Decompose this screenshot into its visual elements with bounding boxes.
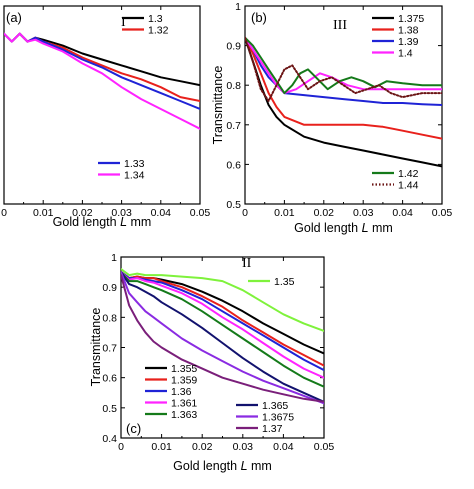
- series-line-1-38: [245, 36, 442, 140]
- legend-label: 1.34: [124, 170, 145, 182]
- legend-label: 1.35: [274, 276, 295, 288]
- series-line-1-34: [4, 32, 200, 130]
- y-tick-label: 0.8: [226, 80, 241, 92]
- x-tick-label: 0.05: [314, 441, 335, 453]
- y-tick-label: 0.8: [102, 312, 117, 324]
- y-tick-label: 0.9: [226, 41, 241, 53]
- panel-letter: (b): [251, 10, 267, 25]
- x-tick-label: 0.01: [33, 207, 54, 219]
- y-axis-title: Transmittance: [211, 66, 225, 145]
- x-tick-label: 0: [118, 441, 124, 453]
- series-line-1-4: [245, 36, 442, 95]
- series-line-1-42: [245, 36, 442, 95]
- series-line-1-37: [121, 274, 324, 403]
- series-line-1-44: [245, 36, 442, 102]
- x-tick-label: 0.03: [353, 207, 374, 219]
- series-line-1-3: [4, 32, 200, 87]
- legend-label: 1.3: [148, 13, 163, 25]
- y-axis-title: Transmittance: [89, 308, 103, 387]
- legend-label: 1.361: [171, 398, 197, 410]
- y-tick-label: 0.4: [102, 433, 117, 445]
- legend-label: 1.3675: [262, 412, 294, 424]
- x-tick-label: 0.04: [151, 207, 172, 219]
- y-tick-label: 1: [111, 252, 117, 264]
- y-tick-label: 0.9: [102, 282, 117, 294]
- x-tick-label: 0.02: [72, 207, 93, 219]
- legend-label: 1.355: [171, 363, 197, 375]
- x-tick-label: 0: [1, 207, 7, 219]
- y-tick-label: 0.6: [226, 159, 241, 171]
- legend-label: 1.37: [262, 423, 283, 435]
- legend-label: 1.33: [124, 158, 145, 170]
- panel-numeral: I: [121, 15, 126, 30]
- y-tick-label: 1: [235, 1, 241, 13]
- legend-label: 1.363: [171, 409, 197, 421]
- chart-panel-0: 0 0.01 0.02 0.03 0.04 0.05 Gold length L mm (a)…: [1, 5, 211, 229]
- series-line-1-361: [121, 271, 324, 379]
- series-line-1-363: [121, 271, 324, 388]
- series-line-1-33: [4, 32, 200, 110]
- legend-label: 1.375: [398, 13, 424, 25]
- series-line-1-39: [245, 36, 442, 106]
- x-tick-label: 0.01: [274, 207, 295, 219]
- panel-letter: (a): [6, 10, 22, 25]
- x-axis-title: Gold length L mm: [294, 221, 393, 235]
- chart-panel-2: 0 0.01 0.02 0.03 0.04 0.05 0.4 0.5 0.6 0.7 0.8 0.9 1…: [89, 252, 334, 473]
- legend-label: 1.359: [171, 375, 197, 387]
- y-tick-label: 0.5: [226, 199, 241, 211]
- series-line-1-359: [121, 271, 324, 367]
- x-tick-label: 0.01: [151, 441, 172, 453]
- x-tick-label: 0: [242, 207, 248, 219]
- series-line-1-365: [121, 271, 324, 403]
- legend-label: 1.365: [262, 400, 288, 412]
- y-tick-label: 0.5: [102, 403, 117, 415]
- series-line-1-35: [121, 268, 324, 332]
- y-tick-label: 0.7: [102, 343, 117, 355]
- panel-numeral: III: [333, 18, 347, 33]
- legend-label: 1.42: [398, 168, 419, 180]
- legend-label: 1.38: [398, 25, 419, 37]
- x-axis-title: Gold length L mm: [53, 215, 152, 229]
- panel-letter: (c): [126, 421, 141, 436]
- x-tick-label: 0.04: [392, 207, 413, 219]
- x-axis-title: Gold length L mm: [173, 459, 272, 473]
- x-tick-label: 0.02: [192, 441, 213, 453]
- x-tick-label: 0.03: [111, 207, 132, 219]
- series-line-1-375: [245, 36, 442, 168]
- legend-label: 1.36: [171, 386, 192, 398]
- y-tick-label: 0.6: [102, 373, 117, 385]
- series-line-1-3675: [121, 271, 324, 405]
- x-tick-label: 0.02: [314, 207, 335, 219]
- x-tick-label: 0.05: [190, 207, 211, 219]
- y-tick-label: 0.7: [226, 120, 241, 132]
- legend-label: 1.39: [398, 36, 419, 48]
- x-tick-label: 0.03: [233, 441, 254, 453]
- legend-label: 1.32: [148, 25, 169, 37]
- x-tick-label: 0.05: [432, 207, 453, 219]
- legend-label: 1.4: [398, 48, 413, 60]
- legend-label: 1.44: [398, 180, 419, 192]
- panel-numeral: II: [242, 256, 252, 271]
- chart-panel-1: 0 0.01 0.02 0.03 0.04 0.05 0.5 0.6 0.7 0.8 0.9 1 Gol…: [211, 1, 452, 235]
- x-tick-label: 0.04: [273, 441, 294, 453]
